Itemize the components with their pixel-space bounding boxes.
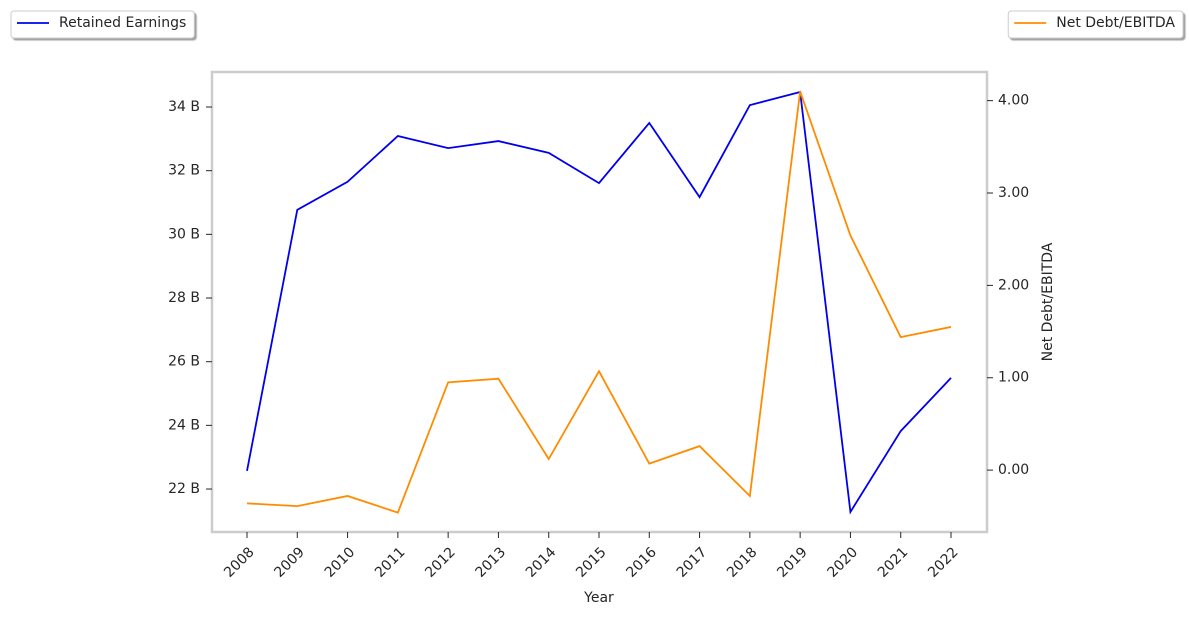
series-line bbox=[246, 91, 952, 514]
x-tick-label: 2015 bbox=[573, 544, 610, 581]
legend-box bbox=[10, 10, 195, 39]
y-tick-label: 28 B bbox=[168, 290, 200, 306]
x-tick-label: 2008 bbox=[221, 544, 258, 581]
y-tick-label: 22 B bbox=[168, 481, 200, 497]
x-axis-title: Year bbox=[583, 590, 614, 606]
y-tick-label: 34 B bbox=[168, 99, 200, 115]
y-tick-label: 24 B bbox=[168, 417, 200, 433]
y2-tick-label: 0.00 bbox=[998, 462, 1029, 478]
x-tick-label: 2012 bbox=[422, 544, 459, 581]
y-tick-label: 26 B bbox=[168, 354, 200, 370]
x-tick-label: 2016 bbox=[623, 544, 660, 581]
x-tick-label: 2017 bbox=[674, 544, 711, 581]
x-tick-label: 2010 bbox=[322, 544, 359, 581]
y2-axis-title: Net Debt/EBITDA bbox=[1040, 242, 1056, 361]
y-tick-label: 32 B bbox=[168, 163, 200, 179]
x-tick-label: 2009 bbox=[271, 544, 308, 581]
y2-tick-label: 4.00 bbox=[998, 93, 1029, 109]
x-tick-label: 2018 bbox=[724, 544, 761, 581]
legend-box bbox=[1007, 10, 1184, 39]
legend-label: Retained Earnings bbox=[59, 15, 186, 31]
y2-tick-label: 3.00 bbox=[998, 185, 1029, 201]
x-tick-label: 2022 bbox=[925, 544, 962, 581]
legend: Retained Earnings bbox=[10, 10, 195, 39]
x-tick-label: 2019 bbox=[774, 544, 811, 581]
x-tick-label: 2021 bbox=[875, 544, 912, 581]
y-tick-label: 30 B bbox=[168, 226, 200, 242]
x-tick-label: 2011 bbox=[372, 544, 409, 581]
x-tick-label: 2013 bbox=[473, 544, 510, 581]
x-tick-label: 2014 bbox=[523, 544, 560, 581]
y2-tick-label: 1.00 bbox=[998, 370, 1029, 386]
y2-tick-label: 2.00 bbox=[998, 277, 1029, 293]
plot-frame bbox=[210, 70, 989, 534]
x-tick-label: 2020 bbox=[825, 544, 862, 581]
legend: Net Debt/EBITDA bbox=[1007, 10, 1184, 39]
legend-label: Net Debt/EBITDA bbox=[1056, 15, 1175, 31]
series-line bbox=[246, 90, 952, 515]
